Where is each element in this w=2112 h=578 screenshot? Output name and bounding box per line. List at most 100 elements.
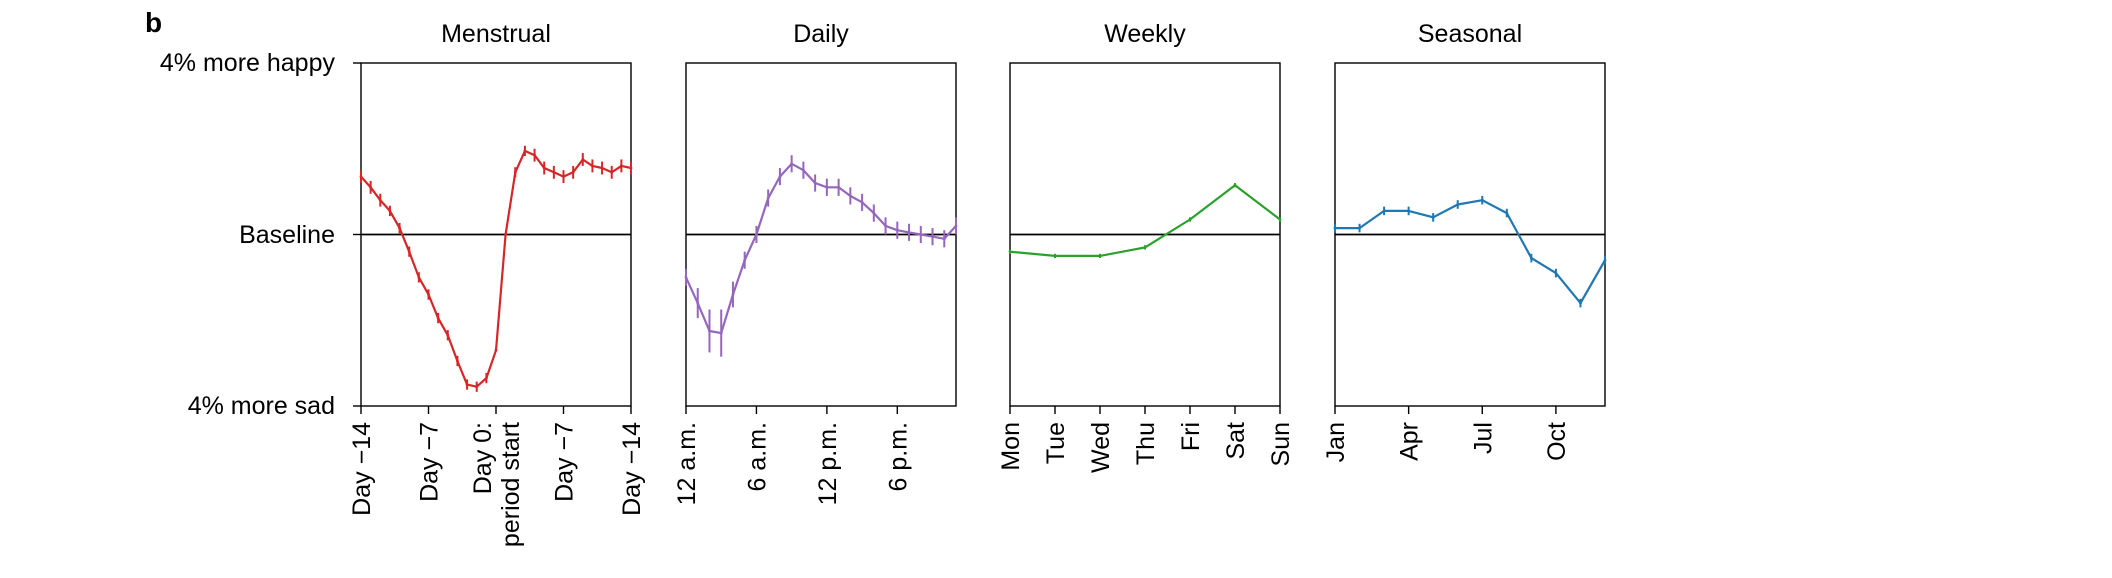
menstrual-data-point <box>388 209 392 213</box>
menstrual-data-point <box>513 170 517 174</box>
menstrual-data-point <box>571 170 575 174</box>
weekly-data-point <box>1233 183 1237 187</box>
weekly-x-tick-label-6: Sun <box>1267 422 1295 466</box>
menstrual-data-point <box>359 175 363 179</box>
seasonal-data-point <box>1603 258 1607 262</box>
daily-panel: Daily 12 a.m. 6 a.m. 12 p.m. 6 p.m. <box>673 20 958 505</box>
daily-data-point <box>684 275 688 279</box>
y-axis-label-baseline: Baseline <box>239 221 335 249</box>
weekly-title: Weekly <box>1104 20 1186 48</box>
daily-x-tick-label-3: 6 p.m. <box>884 422 912 491</box>
daily-data-point <box>848 194 852 198</box>
menstrual-x-tick-label-3: Day −7 <box>551 422 579 502</box>
seasonal-data-point <box>1529 256 1533 260</box>
menstrual-data-point <box>591 164 594 168</box>
menstrual-data-point <box>494 348 498 352</box>
seasonal-title: Seasonal <box>1418 20 1522 48</box>
daily-data-point <box>790 162 794 166</box>
menstrual-data-point <box>378 198 382 202</box>
weekly-data-point <box>1143 245 1147 249</box>
daily-series-line <box>684 162 957 335</box>
seasonal-data-point <box>1382 209 1386 213</box>
daily-x-tick-label-2: 12 p.m. <box>814 422 842 505</box>
menstrual-data-point <box>552 170 556 174</box>
seasonal-x-tick-label-0: Jan <box>1322 422 1350 462</box>
daily-data-point <box>696 301 700 305</box>
menstrual-data-point <box>523 149 527 153</box>
menstrual-panel: Menstrual Day −14 Day −7 Day 0: period start… <box>348 20 646 547</box>
seasonal-data-point <box>1333 226 1337 230</box>
daily-data-point <box>860 200 864 204</box>
menstrual-data-point <box>533 153 536 157</box>
menstrual-data-point <box>619 164 623 168</box>
weekly-data-point <box>1188 218 1192 221</box>
menstrual-data-point <box>629 166 633 170</box>
daily-data-point <box>708 329 711 333</box>
seasonal-data-point <box>1407 209 1411 213</box>
daily-data-point <box>743 258 747 262</box>
seasonal-data-point <box>1505 211 1509 215</box>
daily-data-point <box>907 230 911 234</box>
daily-data-point <box>825 185 829 189</box>
menstrual-x-tick-label-2-0: Day 0: <box>469 422 497 494</box>
menstrual-data-point <box>465 383 469 386</box>
menstrual-data-point <box>427 293 430 296</box>
weekly-x-tick-label-1: Tue <box>1042 422 1070 464</box>
daily-data-point <box>884 224 887 228</box>
weekly-x-tick-label-2: Wed <box>1087 422 1115 473</box>
menstrual-data-point <box>610 170 614 174</box>
daily-x-tick-label-0: 12 a.m. <box>673 422 701 505</box>
daily-data-point <box>954 224 958 228</box>
menstrual-data-point <box>446 333 450 337</box>
weekly-x-tick-label-0: Mon <box>997 422 1025 471</box>
seasonal-data-point <box>1456 203 1460 206</box>
menstrual-data-point <box>504 233 508 236</box>
daily-data-point <box>872 211 876 215</box>
menstrual-data-point <box>398 226 401 230</box>
menstrual-data-point <box>484 376 488 380</box>
seasonal-data-point <box>1554 271 1558 275</box>
daily-data-point <box>813 181 817 185</box>
menstrual-x-tick-label-1: Day −7 <box>416 422 444 502</box>
menstrual-data-point <box>417 275 421 279</box>
menstrual-data-point <box>456 359 459 363</box>
menstrual-x-tick-label-0: Day −14 <box>348 422 376 516</box>
menstrual-data-point <box>407 250 411 254</box>
chart-panels: Menstrual Day −14 Day −7 Day 0: period start… <box>348 20 1607 547</box>
seasonal-panel: Seasonal Jan Apr Jul Oct <box>1322 20 1607 462</box>
weekly-data-point <box>1008 250 1012 254</box>
menstrual-data-point <box>542 166 546 170</box>
menstrual-x-tick-label-4: Day −14 <box>618 422 646 516</box>
daily-data-point <box>895 228 899 232</box>
y-axis-label-top: 4% more happy <box>160 49 336 77</box>
seasonal-data-point <box>1431 215 1435 219</box>
menstrual-x-tick-label-2-1: period start <box>497 422 525 547</box>
menstrual-title: Menstrual <box>441 20 551 48</box>
weekly-panel: Weekly Mon Tue Wed Thu Fri Sat Sun <box>997 20 1295 473</box>
seasonal-x-tick-label-2: Jul <box>1469 422 1497 454</box>
daily-data-point <box>755 233 758 236</box>
weekly-x-tick-label-5: Sat <box>1222 422 1250 460</box>
seasonal-x-tick-label-3: Oct <box>1543 422 1571 461</box>
seasonal-x-tick-label-1: Apr <box>1396 422 1424 461</box>
daily-data-point <box>731 293 735 296</box>
seasonal-data-point <box>1358 226 1361 230</box>
seasonal-data-point <box>1579 301 1582 305</box>
menstrual-data-point <box>600 166 604 170</box>
daily-data-point <box>919 233 923 236</box>
weekly-data-point <box>1278 218 1282 221</box>
daily-title: Daily <box>793 20 849 48</box>
seasonal-series-line <box>1335 199 1606 305</box>
menstrual-data-point <box>581 158 585 161</box>
y-axis-label-bottom: 4% more sad <box>188 392 335 420</box>
weekly-data-point <box>1098 254 1102 258</box>
menstrual-data-point <box>436 316 440 320</box>
menstrual-data-point <box>562 175 565 179</box>
daily-data-point <box>719 331 723 335</box>
seasonal-data-point <box>1480 198 1484 202</box>
daily-data-point <box>942 237 946 241</box>
daily-data-point <box>837 185 841 189</box>
weekly-x-tick-label-3: Thu <box>1132 422 1160 465</box>
weekly-data-point <box>1053 254 1057 258</box>
